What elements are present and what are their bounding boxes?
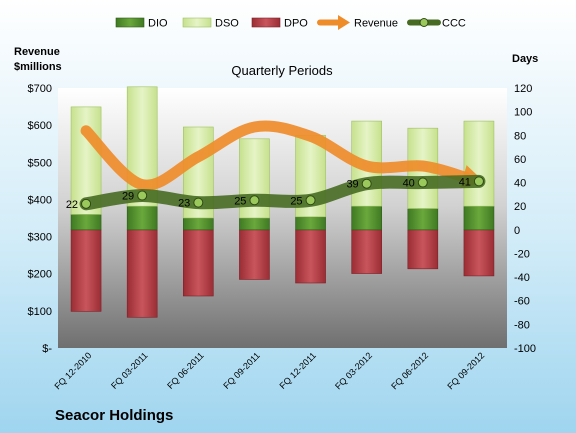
right-tick-label: -40 bbox=[514, 272, 530, 284]
bar-dio bbox=[183, 217, 214, 231]
ccc-point bbox=[417, 177, 428, 188]
left-tick-label: $- bbox=[42, 343, 52, 355]
left-tick-label: $200 bbox=[28, 269, 52, 281]
right-tick-label: -60 bbox=[514, 296, 530, 308]
legend-item-dio: DIO bbox=[115, 17, 168, 30]
left-tick-label: $300 bbox=[28, 232, 52, 244]
ccc-point bbox=[249, 195, 260, 206]
legend-item-ccc: CCC bbox=[407, 18, 466, 30]
legend-label: DIO bbox=[148, 18, 168, 30]
legend-item-revenue: Revenue bbox=[317, 15, 398, 30]
chart-title: Quarterly Periods bbox=[231, 63, 333, 78]
bar-dpo bbox=[183, 229, 214, 297]
left-tick-label: $100 bbox=[28, 306, 52, 318]
legend-swatch bbox=[182, 17, 212, 28]
left-tick-label: $400 bbox=[28, 194, 52, 206]
right-tick-label: 120 bbox=[514, 83, 532, 95]
legend-swatch-dot bbox=[419, 18, 429, 27]
ccc-data-label: 22 bbox=[66, 199, 78, 211]
bar-dio bbox=[126, 205, 158, 231]
ccc-point bbox=[473, 176, 484, 187]
bar-dso bbox=[463, 120, 495, 207]
ccc-data-label: 25 bbox=[234, 195, 246, 207]
revenue-line bbox=[80, 120, 471, 191]
left-tick-label: $700 bbox=[28, 83, 52, 95]
left-axis-ticks: $- $100 $200 $300 $400 $500 $600 $700 bbox=[28, 83, 53, 355]
bar-dio bbox=[463, 205, 495, 231]
company-name: Seacor Holdings bbox=[55, 407, 173, 424]
ccc-point bbox=[137, 190, 148, 201]
ccc-data-label: 29 bbox=[122, 191, 134, 203]
right-tick-label: -80 bbox=[514, 319, 530, 331]
ccc-data-label: 25 bbox=[290, 195, 302, 207]
ccc-data-label: 41 bbox=[459, 176, 471, 188]
left-axis-title-line2: $millions bbox=[14, 61, 62, 73]
right-tick-label: 0 bbox=[514, 225, 520, 237]
lines: 22 29 23 25 25 39 40 41 bbox=[66, 120, 486, 211]
legend-label: Revenue bbox=[354, 18, 398, 30]
legend-swatch bbox=[251, 17, 281, 28]
left-axis-title-line1: Revenue bbox=[14, 46, 60, 58]
bar-dpo bbox=[407, 229, 439, 270]
right-tick-label: 60 bbox=[514, 154, 526, 166]
bar-dpo bbox=[239, 229, 270, 280]
right-tick-label: 80 bbox=[514, 130, 526, 142]
right-tick-label: -20 bbox=[514, 248, 530, 260]
right-tick-label: 40 bbox=[514, 178, 526, 190]
left-tick-label: $500 bbox=[28, 157, 52, 169]
legend-item-dpo: DPO bbox=[251, 17, 308, 30]
left-tick-label: $600 bbox=[28, 120, 52, 132]
bar-dpo bbox=[70, 229, 102, 312]
legend-item-dso: DSO bbox=[182, 17, 239, 30]
bar-dio bbox=[295, 216, 326, 231]
legend: DIO DSO DPO Revenue CCC bbox=[115, 15, 466, 30]
right-tick-label: -100 bbox=[514, 343, 536, 355]
legend-swatch bbox=[115, 17, 145, 28]
legend-label: DSO bbox=[215, 18, 239, 30]
legend-swatch-arrow bbox=[338, 15, 350, 30]
ccc-point bbox=[361, 178, 372, 189]
ccc-data-label: 39 bbox=[346, 179, 358, 191]
bar-dpo bbox=[463, 229, 495, 277]
right-tick-label: 100 bbox=[514, 107, 532, 119]
bar-dio bbox=[70, 214, 102, 231]
ccc-point bbox=[81, 198, 92, 209]
bar-dpo bbox=[126, 229, 158, 318]
right-tick-label: 20 bbox=[514, 201, 526, 213]
right-axis-ticks: -100 -80 -60 -40 -20 0 20 40 60 80 100 120 bbox=[514, 83, 536, 355]
bar-dio bbox=[407, 208, 439, 231]
legend-label: DPO bbox=[284, 18, 308, 30]
legend-label: CCC bbox=[442, 18, 466, 30]
bar-dio bbox=[239, 217, 270, 231]
bar-dio bbox=[351, 205, 382, 231]
right-axis-title: Days bbox=[512, 53, 538, 65]
bar-dpo bbox=[351, 229, 382, 274]
ccc-data-label: 40 bbox=[403, 178, 415, 190]
ccc-point bbox=[305, 195, 316, 206]
bar-dpo bbox=[295, 229, 326, 284]
ccc-data-label: 23 bbox=[178, 198, 190, 210]
ccc-point bbox=[193, 197, 204, 208]
